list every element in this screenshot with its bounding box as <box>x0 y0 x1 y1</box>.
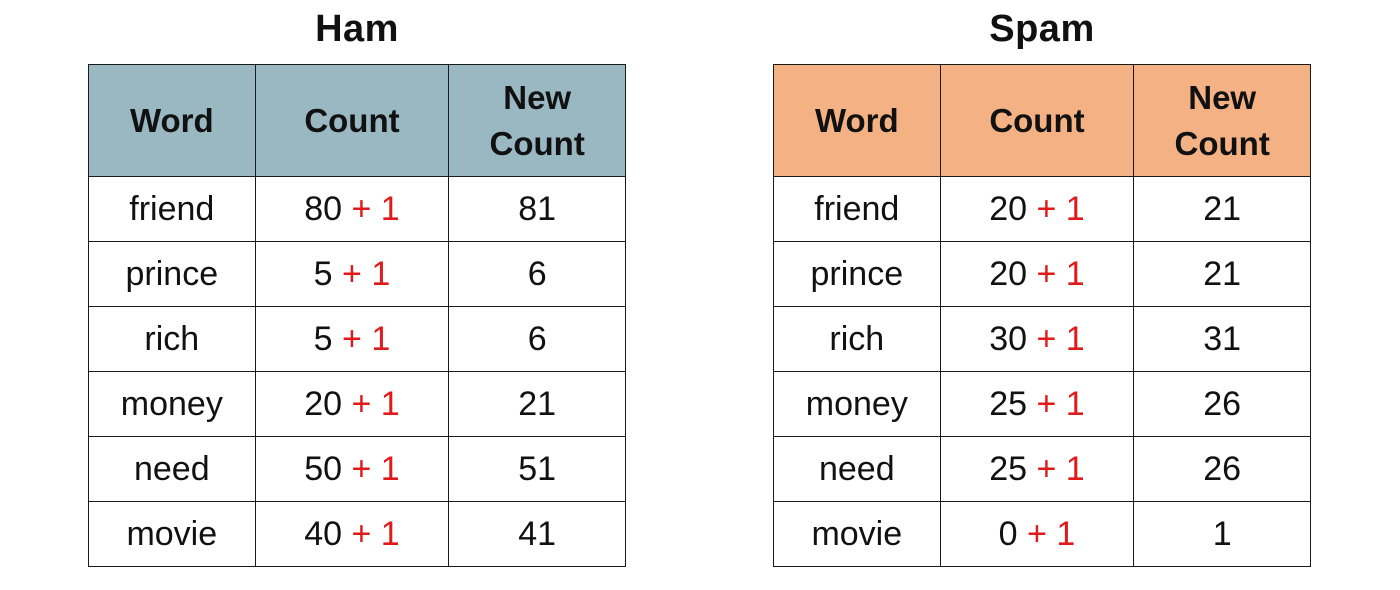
count-cell: 5 + 1 <box>254 306 450 372</box>
table-row: prince 5 + 1 6 <box>88 241 626 307</box>
count-cell: 30 + 1 <box>939 306 1135 372</box>
spam-header-word: Word <box>773 64 941 177</box>
count-cell: 20 + 1 <box>939 241 1135 307</box>
count-value: 20 <box>304 384 343 423</box>
plus-one: + 1 <box>1036 319 1085 358</box>
table-row: money 20 + 1 21 <box>88 371 626 437</box>
new-count-cell: 6 <box>448 306 626 372</box>
ham-table: Word Count New Count friend 80 + 1 81 pr… <box>88 64 626 567</box>
count-cell: 0 + 1 <box>939 501 1135 567</box>
table-row: money 25 + 1 26 <box>773 371 1311 437</box>
plus-one: + 1 <box>351 189 400 228</box>
ham-header-count: Count <box>254 64 450 177</box>
plus-one: + 1 <box>351 384 400 423</box>
table-row: friend 20 + 1 21 <box>773 176 1311 242</box>
ham-panel: Ham Word Count New Count friend 80 + 1 8… <box>88 0 626 567</box>
count-cell: 5 + 1 <box>254 241 450 307</box>
count-value: 30 <box>989 319 1028 358</box>
word-cell: prince <box>773 241 941 307</box>
count-value: 80 <box>304 189 343 228</box>
word-cell: money <box>773 371 941 437</box>
table-row: friend 80 + 1 81 <box>88 176 626 242</box>
count-value: 40 <box>304 514 343 553</box>
spam-header-new-count-line2: Count <box>1174 124 1270 162</box>
table-row: rich 30 + 1 31 <box>773 306 1311 372</box>
word-cell: need <box>773 436 941 502</box>
plus-one: + 1 <box>1036 384 1085 423</box>
table-row: rich 5 + 1 6 <box>88 306 626 372</box>
count-value: 25 <box>989 384 1028 423</box>
new-count-cell: 31 <box>1133 306 1311 372</box>
spam-panel: Spam Word Count New Count friend 20 + 1 … <box>773 0 1311 567</box>
count-cell: 40 + 1 <box>254 501 450 567</box>
plus-one: + 1 <box>342 319 391 358</box>
count-value: 5 <box>313 254 333 293</box>
new-count-cell: 21 <box>448 371 626 437</box>
word-cell: money <box>88 371 256 437</box>
word-cell: movie <box>88 501 256 567</box>
word-cell: friend <box>88 176 256 242</box>
count-value: 5 <box>313 319 333 358</box>
count-value: 50 <box>304 449 343 488</box>
ham-header-row: Word Count New Count <box>88 64 626 177</box>
new-count-cell: 41 <box>448 501 626 567</box>
count-value: 20 <box>989 254 1028 293</box>
new-count-cell: 21 <box>1133 176 1311 242</box>
ham-header-new-count-line1: New <box>503 78 572 116</box>
spam-header-row: Word Count New Count <box>773 64 1311 177</box>
spam-header-new-count: New Count <box>1133 64 1311 177</box>
ham-header-new-count: New Count <box>448 64 626 177</box>
new-count-cell: 26 <box>1133 371 1311 437</box>
table-row: need 50 + 1 51 <box>88 436 626 502</box>
count-cell: 25 + 1 <box>939 371 1135 437</box>
table-row: movie 0 + 1 1 <box>773 501 1311 567</box>
plus-one: + 1 <box>1027 514 1076 553</box>
table-row: need 25 + 1 26 <box>773 436 1311 502</box>
plus-one: + 1 <box>1036 254 1085 293</box>
new-count-cell: 51 <box>448 436 626 502</box>
new-count-cell: 81 <box>448 176 626 242</box>
table-row: movie 40 + 1 41 <box>88 501 626 567</box>
new-count-cell: 21 <box>1133 241 1311 307</box>
ham-header-word: Word <box>88 64 256 177</box>
new-count-cell: 26 <box>1133 436 1311 502</box>
plus-one: + 1 <box>342 254 391 293</box>
count-value: 0 <box>998 514 1018 553</box>
word-cell: need <box>88 436 256 502</box>
count-value: 25 <box>989 449 1028 488</box>
spam-header-count: Count <box>939 64 1135 177</box>
plus-one: + 1 <box>1036 449 1085 488</box>
ham-title: Ham <box>315 8 399 50</box>
word-cell: prince <box>88 241 256 307</box>
count-cell: 20 + 1 <box>939 176 1135 242</box>
plus-one: + 1 <box>351 449 400 488</box>
plus-one: + 1 <box>1036 189 1085 228</box>
count-cell: 25 + 1 <box>939 436 1135 502</box>
word-cell: rich <box>88 306 256 372</box>
count-cell: 20 + 1 <box>254 371 450 437</box>
spam-title: Spam <box>989 8 1095 50</box>
count-cell: 50 + 1 <box>254 436 450 502</box>
spam-header-new-count-line1: New <box>1188 78 1257 116</box>
word-cell: friend <box>773 176 941 242</box>
table-row: prince 20 + 1 21 <box>773 241 1311 307</box>
plus-one: + 1 <box>351 514 400 553</box>
word-cell: movie <box>773 501 941 567</box>
word-cell: rich <box>773 306 941 372</box>
spam-table: Word Count New Count friend 20 + 1 21 pr… <box>773 64 1311 567</box>
ham-header-new-count-line2: Count <box>489 124 585 162</box>
count-cell: 80 + 1 <box>254 176 450 242</box>
new-count-cell: 1 <box>1133 501 1311 567</box>
count-value: 20 <box>989 189 1028 228</box>
new-count-cell: 6 <box>448 241 626 307</box>
